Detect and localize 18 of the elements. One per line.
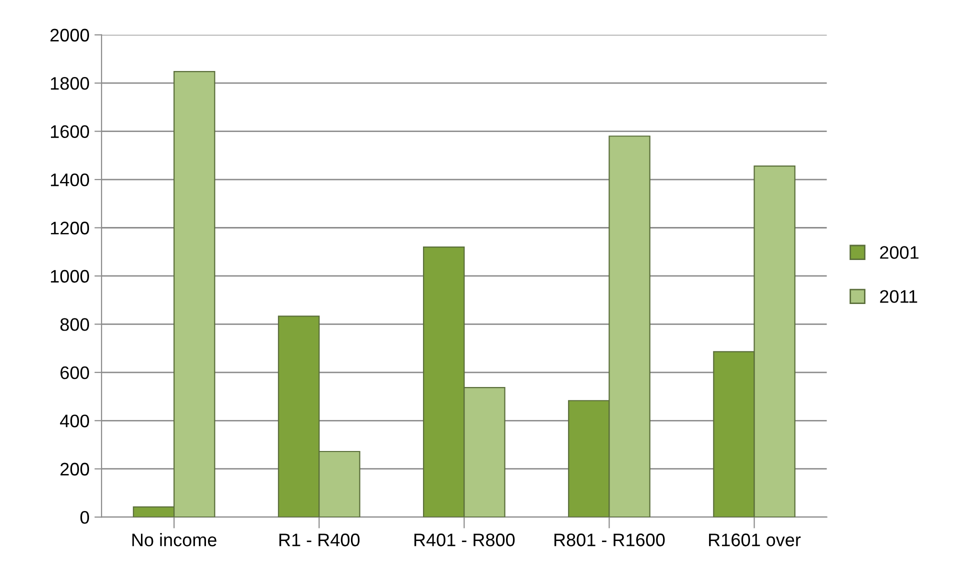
y-tick-label: 600: [60, 366, 90, 380]
y-tick-label: 2000: [50, 28, 90, 42]
y-tick-label: 800: [60, 318, 90, 331]
legend-label: 2011: [880, 290, 918, 303]
y-tick-label: 1600: [50, 125, 90, 138]
x-tick-label: R801 - R1600: [554, 534, 665, 546]
x-tick-label: No income: [132, 533, 216, 546]
y-tick-label: 0: [80, 511, 90, 524]
y-tick-label: 1400: [50, 173, 90, 186]
y-tick-label: 200: [60, 462, 90, 476]
x-tick-label: R1601 over: [709, 534, 801, 546]
y-tick-label: 1200: [50, 222, 90, 234]
y-tick-label: 400: [60, 414, 90, 428]
x-tick-label: R401 - R800: [414, 534, 515, 546]
y-tick-label: 1800: [50, 77, 90, 90]
y-tick-label: 1000: [50, 270, 90, 283]
legend-label: 2001: [880, 246, 918, 259]
x-tick-label: R1 - R400: [279, 534, 360, 546]
